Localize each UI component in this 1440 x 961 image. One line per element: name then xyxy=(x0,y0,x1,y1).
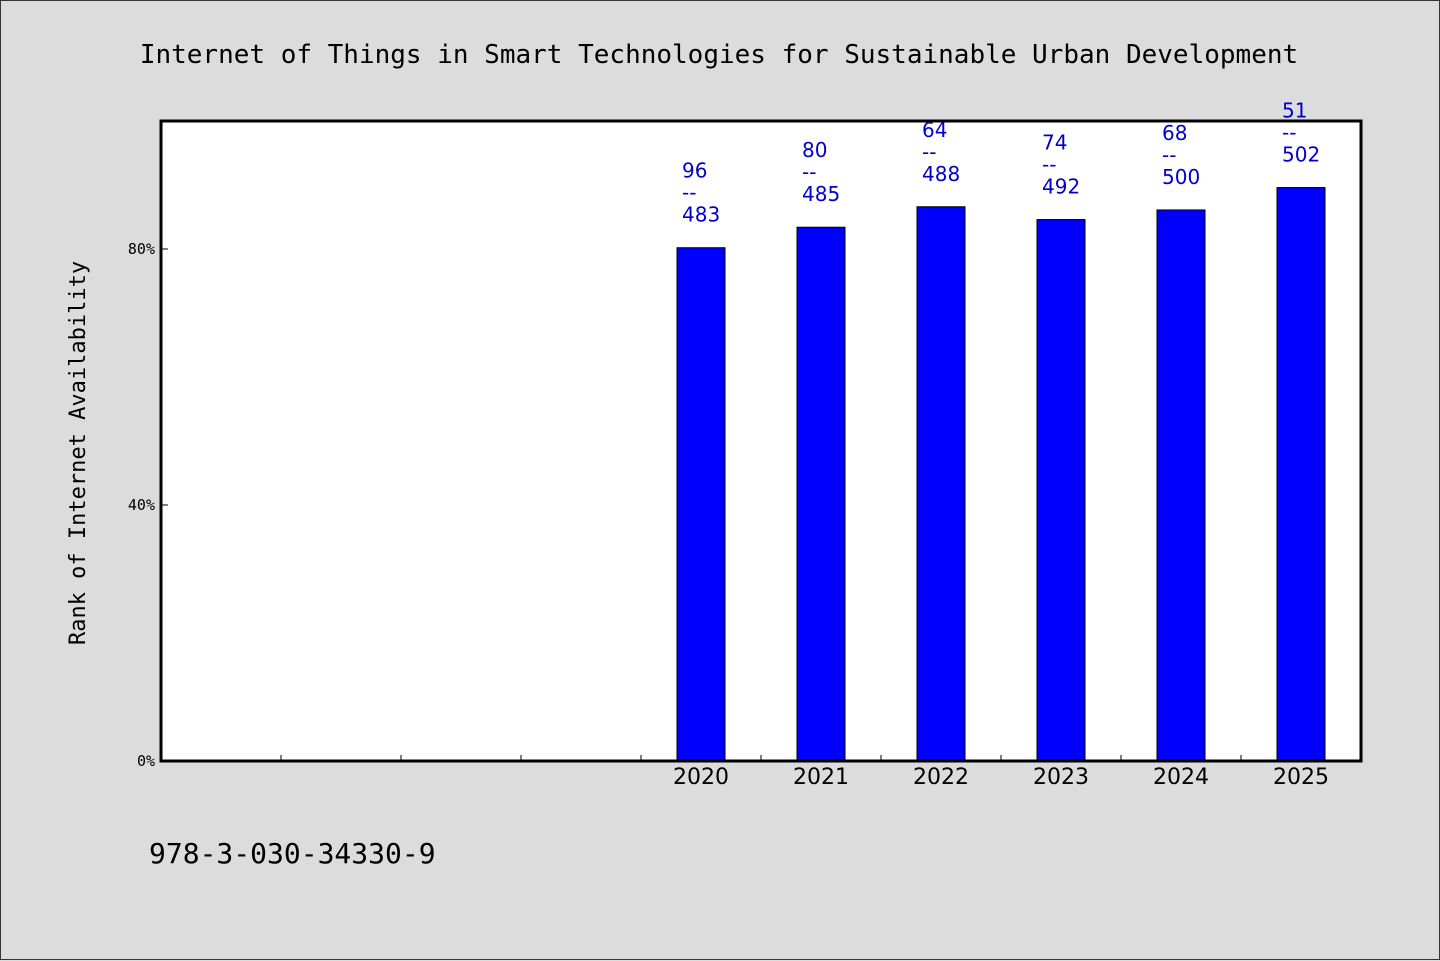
bar-label-2025-bottom: 502 xyxy=(1282,143,1320,167)
bar-labels-group: 96--48380--48564--48874--49268--50051--5… xyxy=(682,99,1320,227)
x-tick-label-2023: 2023 xyxy=(1033,765,1089,790)
y-tick-label-0: 0% xyxy=(137,752,155,770)
bar-label-2023-top: 74 xyxy=(1042,131,1067,155)
bar-label-2023-mid: -- xyxy=(1042,153,1056,177)
isbn-footer: 978-3-030-34330-9 xyxy=(149,837,436,870)
y-axis-label: Rank of Internet Availability xyxy=(66,261,91,645)
bar-label-2023-bottom: 492 xyxy=(1042,175,1080,199)
chart-title: Internet of Things in Smart Technologies… xyxy=(140,40,1298,70)
x-tick-label-2020: 2020 xyxy=(673,765,729,790)
y-axis: 0% 40% 80% xyxy=(128,240,168,770)
bar-label-2021-bottom: 485 xyxy=(802,182,840,206)
bar-label-2020-mid: -- xyxy=(682,181,696,205)
bar-2021 xyxy=(796,226,846,762)
x-tick-label-2021: 2021 xyxy=(793,765,849,790)
bar-label-2022-mid: -- xyxy=(922,140,936,164)
bar-label-2020-top: 96 xyxy=(682,159,707,183)
bar-label-2020-bottom: 483 xyxy=(682,203,720,227)
bar-label-2024-mid: -- xyxy=(1162,143,1176,167)
bar-label-2024-bottom: 500 xyxy=(1162,165,1200,189)
bars-group xyxy=(676,187,1326,762)
x-tick-label-2025: 2025 xyxy=(1273,765,1329,790)
x-tick-label-2022: 2022 xyxy=(913,765,969,790)
x-axis: 2020 2021 2022 2023 2024 2025 xyxy=(280,755,1329,790)
bar-label-2022-bottom: 488 xyxy=(922,162,960,186)
bar-2025 xyxy=(1276,187,1326,762)
bar-label-2025-top: 51 xyxy=(1282,99,1307,123)
bar-label-2025-mid: -- xyxy=(1282,121,1296,145)
bar-label-2024-top: 68 xyxy=(1162,121,1187,145)
bar-label-2021-mid: -- xyxy=(802,160,816,184)
bar-2022 xyxy=(916,206,966,762)
y-tick-label-80: 80% xyxy=(128,240,155,258)
bar-2023 xyxy=(1036,219,1086,762)
bar-2020 xyxy=(676,247,726,762)
x-tick-label-2024: 2024 xyxy=(1153,765,1209,790)
bar-2024 xyxy=(1156,209,1206,762)
bar-label-2021-top: 80 xyxy=(802,138,827,162)
y-tick-label-40: 40% xyxy=(128,496,155,514)
